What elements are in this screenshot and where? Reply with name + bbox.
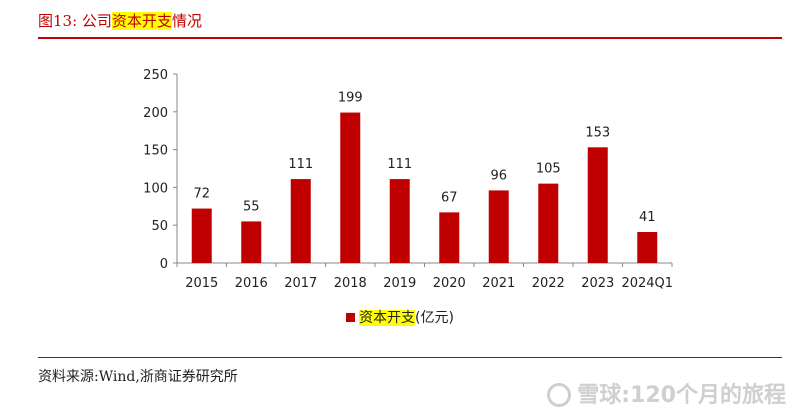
y-tick-label: 200 bbox=[143, 106, 168, 121]
bar-2023 bbox=[587, 147, 608, 263]
legend-swatch bbox=[346, 313, 355, 322]
x-tick-label-2018: 2018 bbox=[334, 276, 367, 291]
bar-2021 bbox=[488, 190, 509, 263]
x-tick-label-2019: 2019 bbox=[383, 276, 416, 291]
data-label-2015: 72 bbox=[193, 187, 210, 202]
x-tick-label-2022: 2022 bbox=[532, 276, 565, 291]
source-note: 资料来源:Wind,浙商证券研究所 bbox=[38, 369, 238, 385]
source-rule bbox=[38, 357, 782, 358]
bar-2017 bbox=[290, 179, 311, 263]
title-rule bbox=[38, 37, 782, 39]
data-label-2016: 55 bbox=[243, 199, 260, 214]
data-label-2019: 111 bbox=[387, 157, 412, 172]
bar-2024Q1 bbox=[637, 232, 658, 263]
x-tick-label-2017: 2017 bbox=[284, 276, 317, 291]
bar-2016 bbox=[241, 221, 262, 263]
bar-2015 bbox=[191, 208, 212, 263]
watermark: 雪球:120个月的旅程 bbox=[547, 377, 786, 409]
y-tick-label: 50 bbox=[151, 219, 168, 234]
x-tick-label-2020: 2020 bbox=[433, 276, 466, 291]
y-tick-label: 0 bbox=[160, 257, 168, 272]
x-tick-label-2024Q1: 2024Q1 bbox=[621, 276, 673, 291]
figure-title-prefix: 图13: 公司 bbox=[38, 12, 112, 30]
data-label-2020: 67 bbox=[441, 190, 458, 205]
data-label-2024Q1: 41 bbox=[639, 210, 656, 225]
data-label-2021: 96 bbox=[490, 168, 507, 183]
legend-unit: (亿元) bbox=[415, 310, 454, 326]
bar-2019 bbox=[389, 179, 410, 263]
x-tick-label-2015: 2015 bbox=[185, 276, 218, 291]
data-label-2018: 199 bbox=[338, 91, 363, 106]
legend-label: 资本开支 bbox=[359, 310, 415, 326]
y-tick-label: 100 bbox=[143, 181, 168, 196]
bar-2018 bbox=[340, 112, 361, 263]
y-tick-label: 150 bbox=[143, 144, 168, 159]
watermark-text: 雪球:120个月的旅程 bbox=[577, 383, 786, 408]
snowball-logo-icon bbox=[547, 383, 572, 407]
figure-title-suffix: 情况 bbox=[171, 12, 202, 30]
chart-legend: 资本开支(亿元) bbox=[346, 307, 454, 327]
bar-2020 bbox=[439, 212, 460, 263]
bar-2022 bbox=[538, 183, 559, 263]
y-tick-label: 250 bbox=[143, 68, 168, 83]
figure-title-highlight: 资本开支 bbox=[111, 12, 172, 30]
x-tick-label-2021: 2021 bbox=[482, 276, 515, 291]
data-label-2017: 111 bbox=[288, 157, 313, 172]
x-tick-label-2016: 2016 bbox=[235, 276, 268, 291]
x-tick-label-2023: 2023 bbox=[581, 276, 614, 291]
data-label-2022: 105 bbox=[536, 162, 561, 177]
data-label-2023: 153 bbox=[585, 125, 610, 140]
figure-title: 图13: 公司资本开支情况 bbox=[38, 10, 202, 31]
